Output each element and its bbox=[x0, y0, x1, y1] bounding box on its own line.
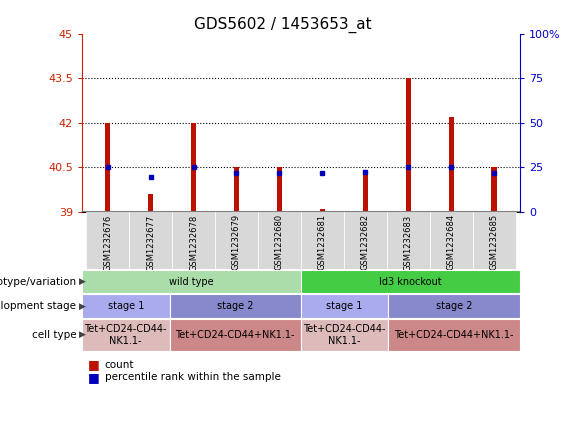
Bar bbox=[472, 212, 515, 269]
Text: GSM1232679: GSM1232679 bbox=[232, 214, 241, 270]
Bar bbox=[191, 123, 196, 212]
Bar bbox=[82, 319, 170, 351]
Text: GSM1232684: GSM1232684 bbox=[446, 214, 455, 270]
Text: GSM1232677: GSM1232677 bbox=[146, 214, 155, 271]
Text: GSM1232680: GSM1232680 bbox=[275, 214, 284, 270]
Text: stage 2: stage 2 bbox=[217, 301, 254, 311]
Bar bbox=[215, 212, 258, 269]
Text: Id3 knockout: Id3 knockout bbox=[379, 277, 442, 286]
Bar bbox=[429, 212, 472, 269]
Bar bbox=[301, 294, 389, 318]
Text: genotype/variation: genotype/variation bbox=[0, 277, 76, 286]
Bar bbox=[449, 117, 454, 212]
Bar bbox=[301, 212, 344, 269]
Text: count: count bbox=[105, 360, 134, 370]
Text: stage 1: stage 1 bbox=[327, 301, 363, 311]
Text: GSM1232683: GSM1232683 bbox=[403, 214, 412, 271]
Bar bbox=[277, 167, 282, 212]
Bar bbox=[492, 167, 497, 212]
Text: GSM1232685: GSM1232685 bbox=[489, 214, 498, 270]
Text: development stage: development stage bbox=[0, 301, 76, 311]
Bar bbox=[258, 212, 301, 269]
Bar bbox=[301, 319, 389, 351]
Bar bbox=[148, 194, 153, 212]
Bar bbox=[363, 173, 368, 212]
Text: percentile rank within the sample: percentile rank within the sample bbox=[105, 372, 280, 382]
Text: ■: ■ bbox=[88, 371, 99, 384]
Text: Tet+CD24-CD44-
NK1.1-: Tet+CD24-CD44- NK1.1- bbox=[303, 324, 386, 346]
Bar bbox=[406, 78, 411, 212]
Bar bbox=[170, 319, 301, 351]
Bar bbox=[320, 209, 325, 212]
Bar bbox=[386, 212, 429, 269]
Bar bbox=[389, 319, 520, 351]
Text: Tet+CD24-CD44+NK1.1-: Tet+CD24-CD44+NK1.1- bbox=[175, 330, 295, 340]
Bar bbox=[301, 270, 520, 293]
Text: GSM1232676: GSM1232676 bbox=[103, 214, 112, 271]
Text: ▶: ▶ bbox=[79, 330, 86, 339]
Text: stage 2: stage 2 bbox=[436, 301, 472, 311]
Text: GSM1232681: GSM1232681 bbox=[318, 214, 327, 270]
Text: wild type: wild type bbox=[169, 277, 214, 286]
Text: GSM1232682: GSM1232682 bbox=[361, 214, 370, 270]
Bar bbox=[105, 123, 110, 212]
Bar bbox=[389, 294, 520, 318]
Text: stage 1: stage 1 bbox=[107, 301, 144, 311]
Text: ■: ■ bbox=[88, 358, 99, 371]
Bar bbox=[170, 294, 301, 318]
Bar bbox=[129, 212, 172, 269]
Text: Tet+CD24-CD44-
NK1.1-: Tet+CD24-CD44- NK1.1- bbox=[84, 324, 167, 346]
Bar bbox=[82, 294, 170, 318]
Text: ▶: ▶ bbox=[79, 302, 86, 310]
Bar bbox=[172, 212, 215, 269]
Bar bbox=[82, 270, 301, 293]
Bar bbox=[344, 212, 386, 269]
Text: GSM1232678: GSM1232678 bbox=[189, 214, 198, 271]
Bar bbox=[234, 167, 239, 212]
Text: Tet+CD24-CD44+NK1.1-: Tet+CD24-CD44+NK1.1- bbox=[394, 330, 514, 340]
Text: ▶: ▶ bbox=[79, 277, 86, 286]
Bar bbox=[86, 212, 129, 269]
Text: cell type: cell type bbox=[32, 330, 76, 340]
Text: GDS5602 / 1453653_at: GDS5602 / 1453653_at bbox=[194, 17, 371, 33]
